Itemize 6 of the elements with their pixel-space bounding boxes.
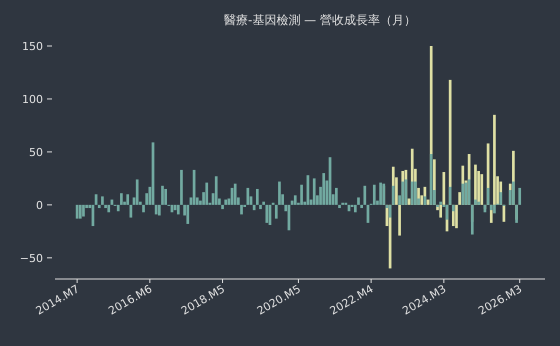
y-tick-label: 150 xyxy=(22,40,43,53)
y-tick-label: 100 xyxy=(22,92,43,106)
y-tick-label: 0 xyxy=(36,198,43,212)
y-tick-label: 50 xyxy=(29,146,43,159)
chart-title: 醫療-基因檢測 — 營收成長率（月） xyxy=(224,13,416,27)
y-tick-label: −50 xyxy=(20,252,43,265)
